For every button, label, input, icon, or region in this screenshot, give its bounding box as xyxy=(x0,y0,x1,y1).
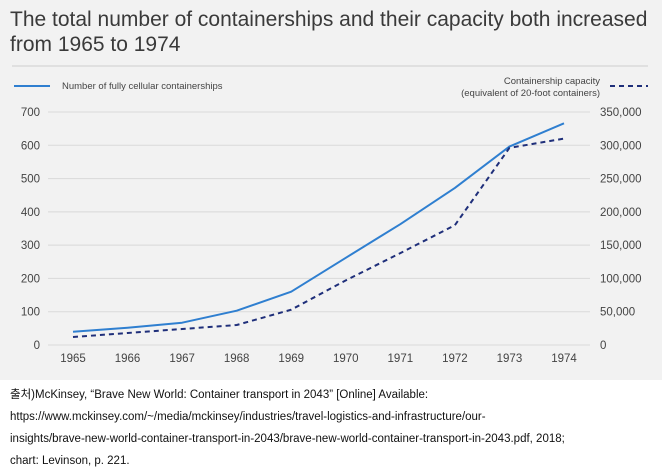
source-citation: 출처)McKinsey, “Brave New World: Container… xyxy=(10,384,655,472)
containerships-series-line xyxy=(73,123,564,331)
source-line-3: insights/brave-new-world-container-trans… xyxy=(10,428,655,450)
x-tick-label: 1966 xyxy=(115,353,141,365)
y-left-tick-label: 600 xyxy=(21,140,40,152)
source-line-2: https://www.mckinsey.com/~/media/mckinse… xyxy=(10,406,655,428)
y-right-tick-label: 150,000 xyxy=(600,240,642,252)
line-chart: Number of fully cellular containerships … xyxy=(0,0,662,380)
y-left-tick-label: 0 xyxy=(34,340,40,352)
x-tick-label: 1972 xyxy=(442,353,468,365)
y-left-tick-label: 300 xyxy=(21,240,40,252)
y-right-tick-label: 350,000 xyxy=(600,107,642,119)
y-left-tick-label: 700 xyxy=(21,107,40,119)
x-tick-label: 1969 xyxy=(278,353,304,365)
legend-label-capacity-line1: Containership capacity xyxy=(504,76,600,87)
y-right-tick-label: 0 xyxy=(600,340,606,352)
x-tick-label: 1967 xyxy=(169,353,195,365)
y-left-tick-label: 500 xyxy=(21,174,40,186)
x-tick-label: 1970 xyxy=(333,353,359,365)
y-right-tick-label: 200,000 xyxy=(600,207,642,219)
x-tick-label: 1973 xyxy=(497,353,523,365)
capacity-series-line xyxy=(73,139,564,337)
legend-label-capacity-line2: (equivalent of 20-foot containers) xyxy=(461,88,600,99)
y-right-tick-label: 50,000 xyxy=(600,307,635,319)
source-line-1: 출처)McKinsey, “Brave New World: Container… xyxy=(10,384,655,406)
y-left-tick-label: 100 xyxy=(21,307,40,319)
x-tick-label: 1974 xyxy=(551,353,577,365)
source-line-4: chart: Levinson, p. 221. xyxy=(10,450,655,472)
chart-panel: The total number of containerships and t… xyxy=(0,0,662,380)
x-tick-label: 1965 xyxy=(60,353,86,365)
x-tick-label: 1971 xyxy=(388,353,414,365)
y-right-tick-label: 300,000 xyxy=(600,140,642,152)
legend-label-containerships: Number of fully cellular containerships xyxy=(62,81,223,92)
y-left-tick-label: 200 xyxy=(21,273,40,285)
y-right-tick-label: 250,000 xyxy=(600,174,642,186)
y-right-tick-label: 100,000 xyxy=(600,273,642,285)
y-left-tick-label: 400 xyxy=(21,207,40,219)
x-tick-label: 1968 xyxy=(224,353,250,365)
